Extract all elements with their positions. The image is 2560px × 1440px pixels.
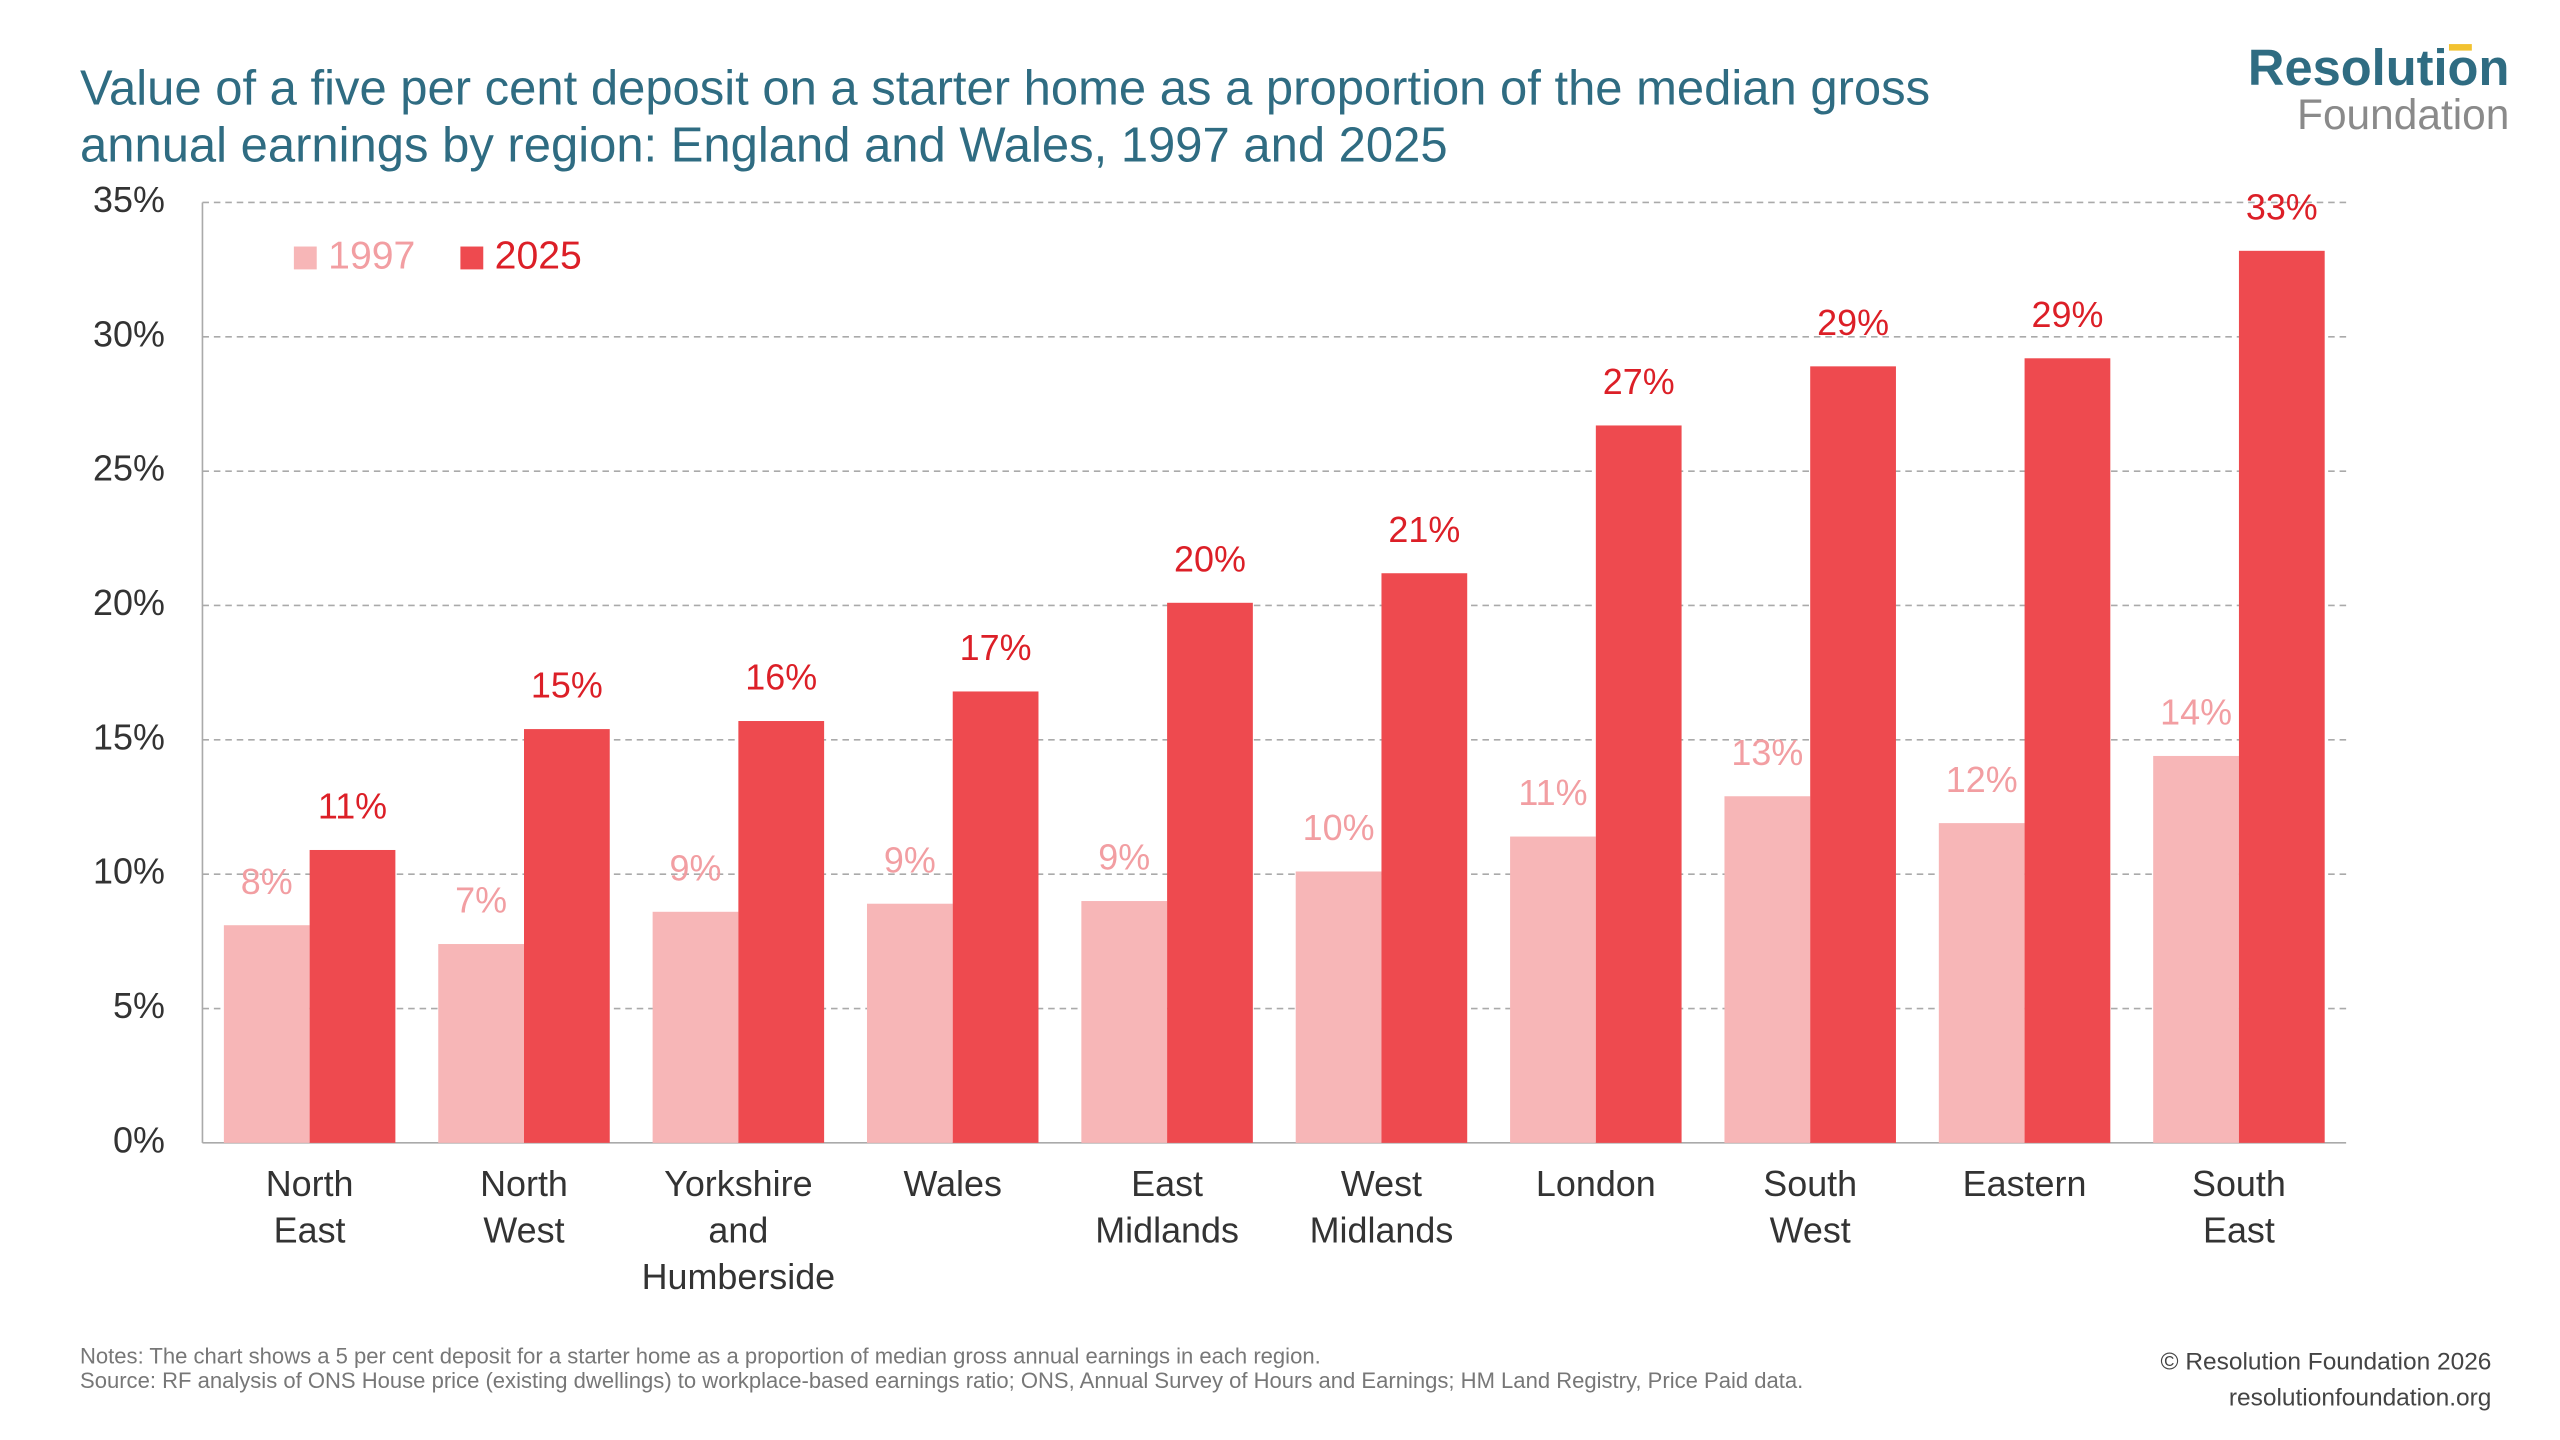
logo-text: Foundation [2297, 91, 2509, 138]
y-tick-label: 35% [93, 179, 165, 220]
bar [1081, 901, 1168, 1143]
bar [952, 691, 1039, 1143]
y-tick-label: 15% [93, 716, 165, 757]
value-label: 16% [745, 657, 817, 698]
x-tick-label-line: South [1763, 1163, 1857, 1204]
bar [1167, 602, 1253, 1143]
value-label: 12% [1946, 759, 2018, 800]
value-label: 8% [241, 861, 293, 902]
x-tick-label-line: North [266, 1163, 354, 1204]
value-label: 11% [318, 786, 387, 827]
x-tick-label-line: West [1341, 1163, 1422, 1204]
y-tick-label: 30% [93, 313, 165, 354]
bar [2153, 755, 2239, 1143]
x-tick-label: Wales [904, 1163, 1002, 1204]
x-tick-label: Eastern [1963, 1163, 2087, 1204]
bar [524, 729, 610, 1143]
x-tick-label-line: Wales [904, 1163, 1002, 1204]
value-label: 9% [670, 847, 722, 888]
logo-accent [2448, 44, 2472, 51]
footnote-box: Notes: The chart shows a 5 per cent depo… [80, 1344, 2080, 1393]
y-tick-label: 25% [93, 448, 165, 489]
value-label: 29% [2032, 294, 2104, 335]
value-label: 9% [884, 839, 936, 880]
y-tick-label: 20% [93, 582, 165, 623]
x-tick-label-line: West [1770, 1210, 1851, 1251]
y-tick-label: 10% [93, 851, 165, 892]
value-label: 10% [1303, 807, 1375, 848]
bar [1938, 823, 2025, 1143]
value-label: 27% [1603, 361, 1675, 402]
copyright: © Resolution Foundation 2026 [2161, 1349, 2492, 1376]
x-tick-label: South West [1763, 1163, 1857, 1251]
legend-swatch [460, 246, 484, 270]
x-tick-label-line: East [274, 1210, 346, 1251]
x-tick-label-line: Yorkshire [664, 1163, 812, 1204]
y-tick-label: 0% [113, 1119, 165, 1160]
value-label: 15% [531, 665, 603, 706]
x-tick-label: East Midlands [1095, 1163, 1239, 1251]
x-tick-label-line: Midlands [1310, 1210, 1454, 1251]
notes: Notes: The chart shows a 5 per cent depo… [80, 1343, 1321, 1369]
bar [1510, 836, 1596, 1143]
value-label: 14% [2160, 692, 2232, 733]
value-label: 13% [1731, 732, 1803, 773]
x-tick-label-line: Humberside [642, 1256, 836, 1297]
x-tick-label: London [1536, 1163, 1656, 1204]
source: Source: RF analysis of ONS House price (… [80, 1368, 1804, 1393]
value-label: 9% [1098, 837, 1150, 878]
value-label: 17% [960, 627, 1032, 668]
x-tick-label: North East [266, 1163, 354, 1251]
bar [2238, 250, 2325, 1143]
bar [223, 925, 310, 1143]
value-label: 29% [1817, 302, 1889, 343]
x-tick-label-line: Eastern [1963, 1163, 2087, 1204]
x-tick-label: South East [2192, 1163, 2286, 1251]
legend-label: 1997 [328, 234, 415, 277]
legend-swatch [293, 246, 317, 270]
x-tick-label-line: London [1536, 1163, 1656, 1204]
footnotes: Notes: The chart shows a 5 per cent depo… [80, 1344, 2080, 1393]
bar [1724, 796, 1811, 1143]
x-tick-label: North West [480, 1163, 568, 1251]
title-line: Value of a five per cent deposit on a st… [80, 61, 1930, 115]
x-tick-label-line: East [2203, 1210, 2275, 1251]
value-label: 21% [1388, 509, 1460, 550]
bar [652, 911, 739, 1143]
x-tick-label-line: South [2192, 1163, 2286, 1204]
x-tick-label-line: North [480, 1163, 568, 1204]
value-label: 7% [455, 880, 507, 921]
title-line: annual earnings by region: England and W… [80, 119, 1448, 173]
bar [1595, 425, 1682, 1143]
x-tick-label-line: Midlands [1095, 1210, 1239, 1251]
bar [1381, 573, 1468, 1143]
bar [866, 903, 953, 1143]
y-tick-label: 5% [113, 985, 165, 1026]
bar [738, 721, 825, 1143]
x-tick-label: Yorkshire and Humberside [642, 1163, 836, 1297]
website: resolutionfoundation.org [2229, 1385, 2492, 1412]
bar [1810, 366, 1896, 1143]
value-label: 33% [2246, 186, 2318, 227]
x-tick-label-line: and [708, 1210, 768, 1251]
value-label: 11% [1518, 772, 1587, 813]
value-label: 20% [1174, 538, 1246, 579]
x-tick-label-line: East [1131, 1163, 1203, 1204]
bar [309, 849, 396, 1143]
bar [438, 944, 524, 1143]
legend-label: 2025 [495, 234, 582, 277]
bar [2024, 358, 2111, 1143]
chart-title: Value of a five per cent deposit on a st… [80, 61, 1930, 172]
x-tick-label: West Midlands [1310, 1163, 1454, 1251]
bar [1295, 871, 1382, 1143]
x-tick-label-line: West [483, 1210, 564, 1251]
